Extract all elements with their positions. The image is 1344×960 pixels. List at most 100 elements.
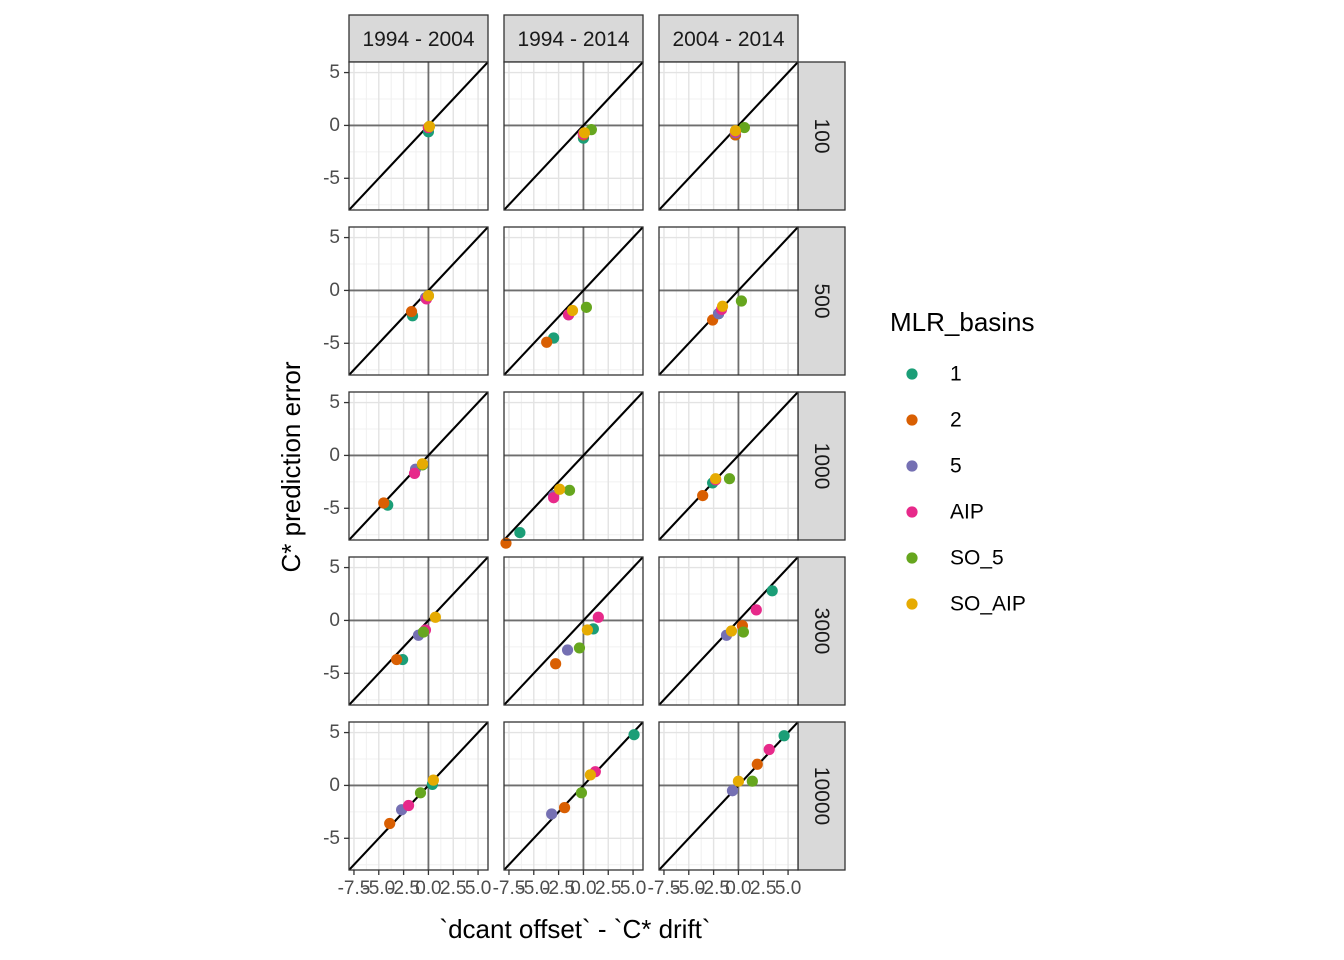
data-point — [563, 484, 576, 496]
data-point — [429, 611, 441, 623]
data-point — [729, 125, 742, 137]
identity-line — [659, 227, 798, 375]
panel-border — [503, 721, 644, 871]
y-tick-label: 5 — [329, 392, 340, 413]
data-point — [628, 729, 640, 741]
column-strip-bg — [348, 14, 489, 63]
x-tick-label: 0.0 — [570, 878, 596, 899]
legend-key — [906, 598, 918, 610]
legend-label: SO_5 — [950, 547, 1004, 570]
panel-border — [503, 226, 644, 376]
legend-key — [906, 460, 918, 472]
data-point — [697, 490, 709, 502]
data-point — [723, 473, 736, 485]
identity-line — [349, 227, 488, 375]
legend-items: 1 2 5 AIP SO_5 SO_AIP — [906, 363, 1026, 616]
x-tick-label: 5.0 — [620, 878, 646, 899]
column-strip: 2004 - 2014 — [658, 14, 799, 63]
y-tick-label: -5 — [323, 333, 340, 354]
row-strip-label: 100 — [810, 118, 833, 153]
x-tick-label: -2.5 — [387, 878, 420, 899]
y-tick-label: -5 — [323, 168, 340, 189]
data-point — [566, 304, 579, 317]
y-tick-label: 0 — [329, 280, 340, 301]
data-point — [422, 290, 435, 302]
facet-panel — [348, 391, 489, 541]
data-point — [763, 743, 775, 756]
data-point — [391, 653, 403, 666]
legend-key — [906, 552, 918, 564]
legend-item: SO_AIP — [906, 593, 1026, 616]
legend-item: 2 — [906, 409, 962, 432]
data-point — [561, 644, 574, 656]
data-point — [427, 774, 439, 786]
data-point — [408, 467, 421, 479]
column-strip: 1994 - 2004 — [348, 14, 489, 63]
column-strip-label: 1994 - 2014 — [517, 28, 629, 51]
row-strip: 10000 — [797, 721, 846, 871]
data-point — [578, 127, 591, 139]
row-strip: 100 — [797, 61, 846, 211]
data-point — [737, 626, 749, 638]
legend-label: AIP — [950, 501, 984, 524]
column-strips: 1994 - 2004 1994 - 2014 2004 - 2014 — [348, 14, 799, 63]
column-strip: 1994 - 2014 — [503, 14, 644, 63]
data-point — [558, 802, 571, 814]
row-strip-label: 500 — [810, 283, 833, 318]
data-point — [541, 336, 553, 348]
x-tick-label: 5.0 — [465, 878, 491, 899]
identity-line — [659, 62, 798, 210]
facet-panels — [348, 61, 799, 871]
data-point — [500, 537, 512, 549]
data-point — [746, 775, 758, 787]
y-tick-label: 5 — [329, 62, 340, 83]
identity-line — [504, 722, 643, 870]
identity-line — [504, 392, 643, 540]
data-point — [751, 758, 763, 770]
legend-item: AIP — [906, 501, 984, 524]
facet-panel — [503, 226, 644, 376]
facet-panel — [348, 226, 489, 376]
legend-item: SO_5 — [906, 547, 1004, 570]
data-point — [766, 585, 778, 597]
data-point — [384, 817, 396, 830]
y-tick-label: 5 — [329, 722, 340, 743]
data-point — [716, 300, 729, 312]
panel-border — [503, 556, 644, 706]
data-point — [735, 295, 748, 307]
legend-key — [906, 368, 918, 380]
legend-label: 2 — [950, 409, 962, 432]
data-point — [573, 642, 586, 654]
y-axis-title: C* prediction error — [276, 361, 306, 572]
y-tick-label: -5 — [323, 828, 340, 849]
panel-border — [658, 226, 799, 376]
x-tick-label: -2.5 — [697, 878, 730, 899]
legend: MLR_basins 1 2 5 AIP SO_5 SO_AIP — [890, 307, 1035, 616]
facet-panel — [348, 61, 489, 211]
row-strip-label: 1000 — [810, 443, 833, 490]
data-point — [709, 473, 722, 485]
legend-key — [906, 414, 918, 426]
x-tick-label: -2.5 — [542, 878, 575, 899]
facet-panel — [658, 556, 799, 706]
x-tick-label: -7.5 — [338, 878, 371, 899]
column-strip-label: 1994 - 2004 — [362, 28, 474, 51]
row-strip-label: 3000 — [810, 608, 833, 655]
legend-item: 5 — [906, 455, 962, 478]
row-strip-label: 10000 — [810, 767, 833, 825]
x-tick-label: 2.5 — [750, 878, 776, 899]
facet-panel — [658, 391, 799, 541]
data-point — [584, 769, 596, 781]
data-point — [402, 799, 415, 812]
x-tick-label: 0.0 — [725, 878, 751, 899]
data-point — [550, 658, 562, 670]
row-strip: 3000 — [797, 556, 846, 706]
column-strip-bg — [503, 14, 644, 63]
legend-label: SO_AIP — [950, 593, 1026, 616]
axes: -505-505-505-505-505-7.5-5.0-2.50.02.55.… — [323, 62, 801, 899]
panel-border — [658, 61, 799, 211]
row-strip-bg — [797, 226, 846, 376]
y-tick-label: 5 — [329, 557, 340, 578]
x-axis-title: `dcant offset` - `C* drift` — [439, 914, 710, 944]
legend-key — [906, 506, 918, 518]
